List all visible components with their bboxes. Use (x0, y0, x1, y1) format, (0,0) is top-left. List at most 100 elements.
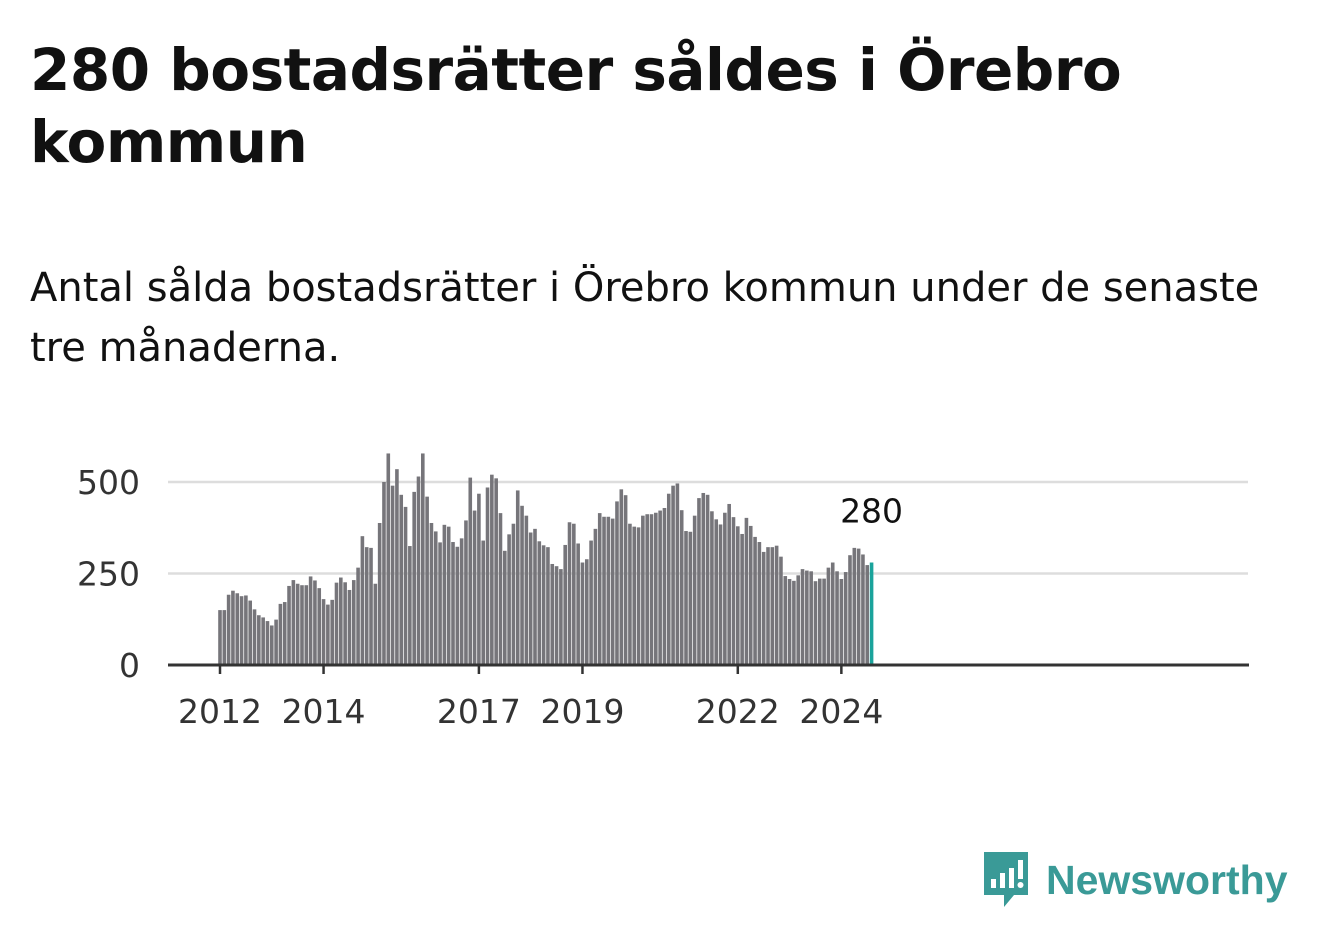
bar-2020-10 (671, 485, 675, 665)
bar-2020-08 (662, 507, 667, 665)
bar-2020-05 (649, 514, 654, 665)
bar-2017-02 (481, 540, 486, 665)
bar-2015-04 (386, 453, 391, 665)
bar-2013-07 (295, 583, 300, 665)
bar-2021-12 (731, 517, 736, 665)
bar-2024-07 (865, 565, 870, 665)
bar-2016-08 (455, 546, 460, 665)
bar-2016-11 (468, 477, 473, 665)
bar-2023-05 (805, 570, 809, 665)
bar-2020-09 (666, 493, 671, 665)
bar-2015-08 (403, 506, 408, 665)
bar-2018-02 (533, 528, 537, 665)
y-tick-labels: 0 250 500 (77, 463, 140, 685)
bar-2016-02 (429, 522, 434, 665)
bar-2019-08 (610, 518, 615, 665)
bar-2021-06 (705, 494, 710, 665)
bar-2014-09 (356, 567, 360, 665)
bar-2023-12 (835, 571, 839, 665)
bar-2013-12 (317, 588, 322, 665)
bar-2012-02 (222, 610, 227, 665)
bar-2020-07 (658, 510, 662, 665)
bar-2013-09 (304, 585, 309, 665)
brand-logo: Newsworthy (980, 848, 1288, 912)
bar-2023-09 (822, 578, 826, 665)
bar-2014-06 (343, 582, 347, 665)
bar-2017-03 (485, 487, 490, 665)
bar-2018-03 (537, 541, 542, 665)
bar-2022-07 (761, 551, 766, 665)
bar-2018-11 (572, 523, 576, 665)
y-tick-label-500: 500 (77, 463, 140, 502)
bar-2015-07 (399, 494, 404, 665)
chart-title: 280 bostadsrätter såldes i Örebro kommun (30, 36, 1122, 176)
x-tick-label-2024: 2024 (799, 692, 883, 731)
bar-2014-11 (364, 547, 369, 665)
bar-2019-03 (589, 540, 593, 665)
bar-2012-05 (235, 593, 240, 665)
bar-2019-12 (628, 523, 632, 665)
bar-2022-01 (736, 526, 740, 665)
bar-2018-07 (554, 566, 559, 665)
bar-2015-10 (412, 491, 416, 665)
bar-2016-06 (446, 526, 451, 665)
bar-2012-06 (239, 596, 244, 665)
bar-2022-03 (744, 517, 749, 665)
bar-2021-08 (714, 519, 719, 665)
x-tick-label-2022: 2022 (696, 692, 780, 731)
bar-2021-10 (723, 512, 727, 665)
bar-2016-09 (459, 538, 464, 665)
bar-2016-05 (442, 524, 447, 665)
bar-2016-12 (472, 510, 477, 665)
bar-2018-04 (541, 545, 546, 665)
bar-2019-05 (597, 513, 602, 665)
bars (218, 453, 874, 665)
x-tick-label-2014: 2014 (282, 692, 366, 731)
bar-2014-04 (334, 582, 339, 665)
bar-2018-08 (559, 569, 563, 665)
bar-2023-03 (796, 575, 801, 665)
bar-2022-09 (770, 547, 775, 665)
bar-2023-11 (830, 562, 835, 665)
bar-2016-03 (433, 531, 438, 665)
bar-2012-10 (257, 615, 261, 665)
bar-2022-04 (748, 525, 753, 665)
bar-2014-02 (326, 604, 330, 665)
bar-2017-09 (511, 523, 516, 665)
last-value-label: 280 (840, 492, 903, 531)
brand-name: Newsworthy (1046, 856, 1288, 903)
bar-2017-01 (477, 493, 481, 665)
bar-2012-08 (248, 600, 253, 665)
bar-2021-03 (692, 515, 697, 665)
bar-2014-05 (339, 577, 343, 665)
bar-2018-05 (546, 547, 550, 665)
bar-2021-11 (727, 503, 731, 665)
bar-2020-12 (679, 510, 684, 665)
bar-2022-02 (740, 533, 744, 665)
bar-2015-11 (416, 476, 421, 665)
bar-2013-10 (308, 576, 313, 665)
bar-2019-06 (602, 516, 606, 665)
bar-2023-04 (800, 569, 805, 665)
bar-2022-05 (753, 536, 757, 665)
bar-2019-01 (580, 562, 585, 665)
bar-2020-03 (641, 515, 645, 665)
bar-2023-08 (817, 578, 822, 665)
bar-2014-10 (360, 536, 365, 665)
bar-2013-05 (287, 585, 291, 665)
bar-2017-07 (502, 550, 507, 665)
bar-2015-12 (421, 453, 425, 665)
bar-2012-09 (252, 609, 257, 665)
bar-2015-01 (373, 583, 378, 665)
bar-2017-11 (520, 505, 524, 665)
bar-2019-11 (623, 495, 628, 665)
bar-2023-10 (826, 567, 831, 665)
bar-2020-11 (675, 483, 680, 665)
bar-2022-08 (766, 547, 770, 665)
bar-2012-04 (231, 590, 235, 665)
bar-2024-02 (843, 572, 848, 665)
x-tick-labels: 2012 2014 2017 2019 2022 2024 (178, 692, 883, 731)
bar-2016-10 (464, 520, 468, 665)
bar-2021-09 (718, 524, 723, 665)
bar-2012-03 (226, 594, 231, 665)
